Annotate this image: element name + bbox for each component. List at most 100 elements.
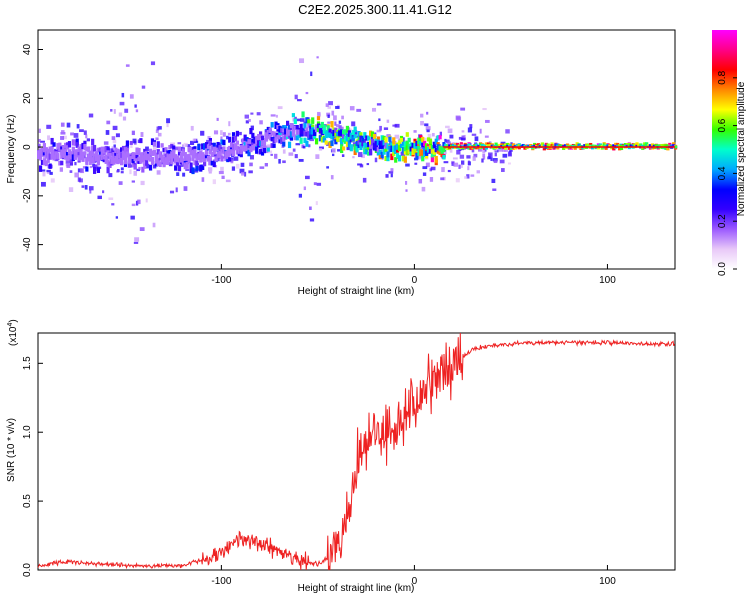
spectrogram-ridge-mark bbox=[415, 152, 419, 160]
spectrogram-noise-mark bbox=[120, 167, 124, 171]
spectrogram-noise-mark bbox=[38, 128, 41, 133]
spectrogram-ridge-mark bbox=[341, 146, 346, 151]
spectrogram-noise-mark bbox=[174, 161, 178, 166]
spectrogram-ridge-mark bbox=[162, 156, 166, 164]
spectrogram-noise-mark bbox=[213, 130, 219, 135]
spectrogram-ridge-mark bbox=[129, 140, 133, 145]
spectrogram-noise-mark bbox=[441, 167, 445, 173]
spectrogram-ridge-mark bbox=[104, 157, 108, 164]
spectrogram-ridge-mark bbox=[139, 138, 143, 144]
spectrogram-ridge-mark bbox=[369, 148, 373, 156]
spectrogram-ridge-mark bbox=[139, 152, 143, 157]
spectrogram-noise-mark bbox=[456, 149, 461, 155]
spectrogram-ridge-mark bbox=[262, 139, 267, 147]
spectrogram-ridge-mark bbox=[662, 146, 666, 150]
spectrogram-noise-mark bbox=[308, 144, 311, 148]
spectrogram-ridge-mark bbox=[563, 144, 568, 147]
spectrogram-ridge-mark bbox=[210, 160, 214, 166]
spectrogram-ridge-mark bbox=[201, 152, 205, 159]
spectrogram-ridge-mark bbox=[552, 144, 556, 147]
spectrogram-ridge-mark bbox=[477, 144, 481, 148]
spectrogram-ridge-mark bbox=[220, 155, 224, 162]
spectrogram-ridge-mark bbox=[428, 148, 433, 154]
spectrogram-ridge-mark bbox=[507, 144, 512, 148]
spectrogram-ridge-mark bbox=[664, 147, 668, 150]
spectrogram-noise-mark bbox=[319, 146, 324, 150]
spectrogram-noise-mark bbox=[326, 112, 331, 117]
spectrogram-noise-mark bbox=[119, 101, 125, 106]
spectrogram-noise-mark bbox=[341, 115, 344, 120]
spectrogram-ridge-mark bbox=[42, 147, 46, 153]
spectrogram-ridge-mark bbox=[293, 125, 297, 130]
spectrogram-ridge-mark bbox=[208, 149, 212, 155]
spectrogram-ridge-mark bbox=[363, 132, 367, 138]
spectrogram-noise-mark bbox=[356, 108, 362, 112]
spectrogram-ridge-mark bbox=[340, 129, 344, 136]
spectrogram-ridge-mark bbox=[322, 127, 326, 134]
spectrogram-noise-mark bbox=[174, 146, 179, 151]
spectrogram-ridge-mark bbox=[216, 141, 220, 148]
spectrogram-ridge-mark bbox=[666, 144, 670, 147]
spectrogram-noise-mark bbox=[74, 162, 77, 166]
spectrogram-noise-mark bbox=[326, 166, 330, 169]
spectrogram-ridge-mark bbox=[228, 145, 232, 152]
spectrogram-noise-mark bbox=[298, 158, 304, 162]
spectrogram-ridge-mark bbox=[480, 143, 485, 147]
spectrogram-noise-mark bbox=[298, 193, 303, 198]
spectrogram-ridge-mark bbox=[257, 139, 261, 146]
spectrogram-ridge-mark bbox=[116, 148, 120, 154]
spectrogram-ridge-mark bbox=[565, 143, 570, 147]
spectrogram-ridge-mark bbox=[108, 161, 112, 168]
spectrogram-ridge-mark bbox=[320, 136, 324, 143]
spectrogram-ridge-mark bbox=[672, 144, 676, 147]
spectrogram-noise-mark bbox=[137, 199, 141, 205]
spectrogram-ridge-mark bbox=[181, 151, 185, 157]
spectrogram-ridge-mark bbox=[280, 128, 284, 133]
spectrogram-ridge-mark bbox=[600, 147, 604, 150]
spectrogram-ridge-mark bbox=[424, 143, 429, 150]
spectrogram-ridge-mark bbox=[291, 126, 295, 133]
spectrogram-ridge-mark bbox=[369, 139, 373, 147]
spectrogram-ridge-mark bbox=[168, 154, 172, 162]
spectrogram-ridge-mark bbox=[120, 157, 124, 165]
spectrogram-ridge-mark bbox=[390, 153, 394, 161]
spectrogram-ridge-mark bbox=[112, 158, 116, 165]
spectrogram-noise-mark bbox=[472, 156, 476, 161]
spectrogram-noise-mark bbox=[327, 106, 331, 109]
spectrogram-noise-mark bbox=[264, 162, 268, 167]
spectrogram-ridge-mark bbox=[359, 135, 363, 143]
spectrogram-ridge-mark bbox=[104, 145, 108, 153]
spectrogram-ridge-mark bbox=[652, 144, 656, 148]
spectrogram-ridge-mark bbox=[233, 135, 238, 142]
spectrogram-ridge-mark bbox=[121, 145, 126, 151]
snr-y-tick-label: 1.0 bbox=[22, 425, 33, 439]
spectrogram-ridge-mark bbox=[154, 152, 158, 158]
spectrogram-ridge-mark bbox=[123, 153, 128, 159]
spectrogram-noise-mark bbox=[76, 124, 80, 129]
spectrogram-ridge-mark bbox=[175, 159, 180, 167]
spectrogram-ridge-mark bbox=[575, 144, 579, 147]
spectrogram-noise-mark bbox=[50, 178, 55, 183]
spectrogram-noise-mark bbox=[325, 103, 329, 107]
spectrogram-ridge-mark bbox=[467, 147, 471, 150]
spectrogram-noise-mark bbox=[352, 130, 358, 135]
spectrogram-noise-mark bbox=[447, 141, 451, 145]
spectrogram-ridge-mark bbox=[46, 154, 50, 160]
spectrogram-noise-mark bbox=[294, 94, 298, 100]
spectrogram-ridge-mark bbox=[96, 147, 101, 153]
spectrogram-ridge-mark bbox=[438, 145, 442, 152]
spectrogram-ridge-mark bbox=[305, 140, 309, 147]
spectrogram-noise-mark bbox=[476, 170, 480, 174]
spectrogram-ridge-mark bbox=[193, 154, 197, 159]
spectrogram-ridge-mark bbox=[218, 145, 222, 152]
spectrogram-ridge-mark bbox=[490, 143, 494, 146]
spectrogram-ridge-mark bbox=[228, 149, 232, 156]
spectrogram-ridge-mark bbox=[338, 130, 342, 135]
spectrogram-ridge-mark bbox=[394, 157, 398, 163]
spectrogram-ridge-mark bbox=[525, 146, 529, 150]
spectrogram-ridge-mark bbox=[189, 162, 193, 169]
spectrogram-ridge-mark bbox=[482, 144, 487, 147]
spectrogram-noise-mark bbox=[461, 137, 466, 141]
spectrogram-noise-mark bbox=[339, 134, 344, 138]
spectrogram-ridge-mark bbox=[224, 151, 228, 157]
